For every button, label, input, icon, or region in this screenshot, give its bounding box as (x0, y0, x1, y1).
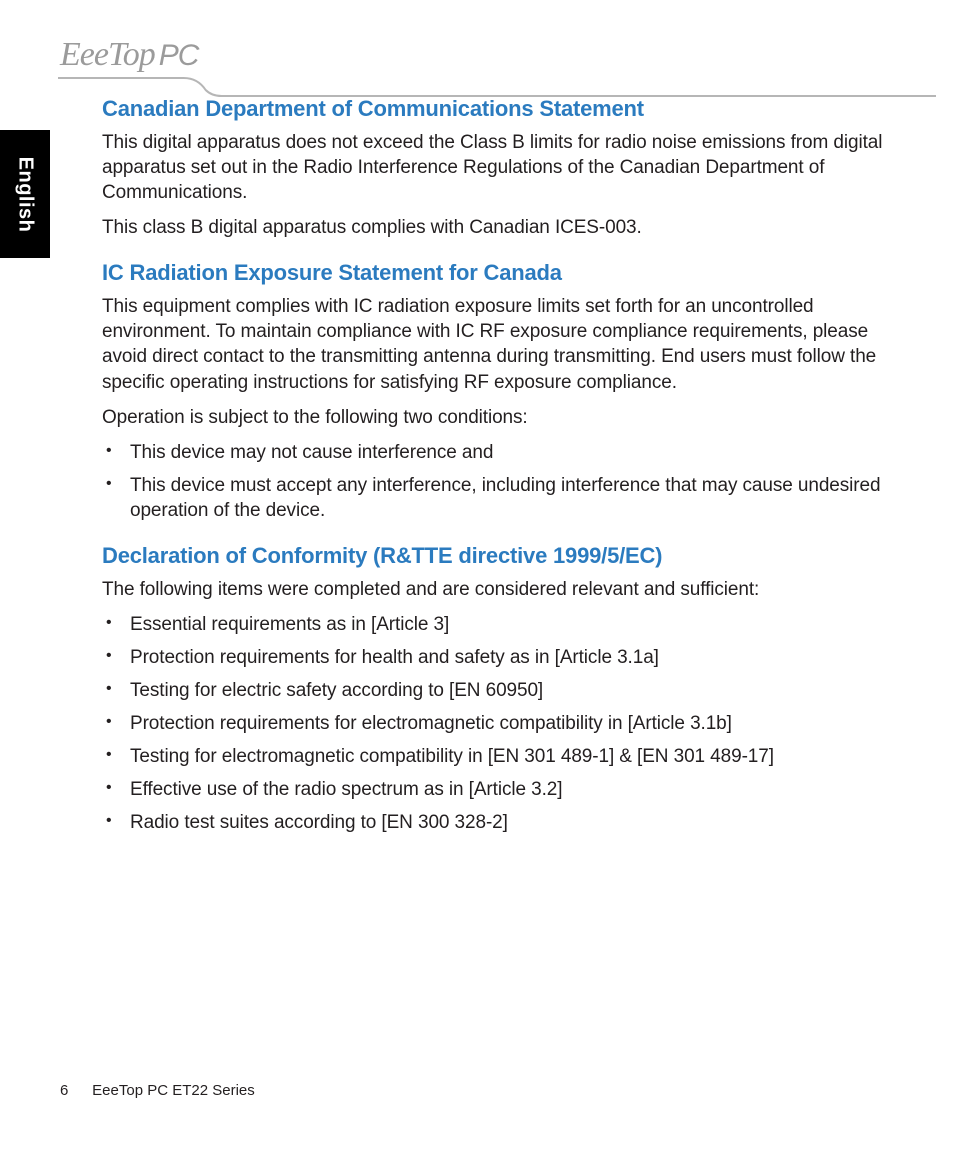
logo-pc-text: PC (159, 39, 199, 72)
language-tab: English (0, 130, 50, 258)
page-header: EeeTopPC (0, 30, 954, 80)
body-paragraph: This class B digital apparatus complies … (102, 215, 902, 240)
section-heading: Canadian Department of Communications St… (102, 96, 902, 122)
bullet-list: Essential requirements as in [Article 3]… (102, 612, 902, 836)
product-logo: EeeTopPC (60, 36, 198, 74)
list-item: Testing for electric safety according to… (102, 678, 902, 703)
body-paragraph: This equipment complies with IC radiatio… (102, 294, 902, 394)
list-item: Effective use of the radio spectrum as i… (102, 777, 902, 802)
list-item: Protection requirements for electromagne… (102, 711, 902, 736)
body-paragraph: Operation is subject to the following tw… (102, 405, 902, 430)
list-item: This device may not cause interference a… (102, 440, 902, 465)
list-item: Radio test suites according to [EN 300 3… (102, 810, 902, 835)
list-item: Testing for electromagnetic compatibilit… (102, 744, 902, 769)
list-item: Protection requirements for health and s… (102, 645, 902, 670)
body-paragraph: This digital apparatus does not exceed t… (102, 130, 902, 205)
page-number: 6 (60, 1082, 88, 1099)
page-content: Canadian Department of Communications St… (102, 96, 902, 848)
body-paragraph: The following items were completed and a… (102, 577, 902, 602)
bullet-list: This device may not cause interference a… (102, 440, 902, 523)
logo-script-text: EeeTop (60, 36, 155, 73)
section-heading: Declaration of Conformity (R&TTE directi… (102, 543, 902, 569)
list-item: Essential requirements as in [Article 3] (102, 612, 902, 637)
list-item: This device must accept any interference… (102, 473, 902, 523)
document-page: EeeTopPC English Canadian Department of … (0, 0, 954, 1155)
page-footer: 6 EeeTop PC ET22 Series (60, 1082, 255, 1099)
header-rule (58, 76, 936, 98)
language-tab-label: English (14, 156, 37, 232)
section-heading: IC Radiation Exposure Statement for Cana… (102, 260, 902, 286)
footer-product-name: EeeTop PC ET22 Series (92, 1082, 255, 1099)
